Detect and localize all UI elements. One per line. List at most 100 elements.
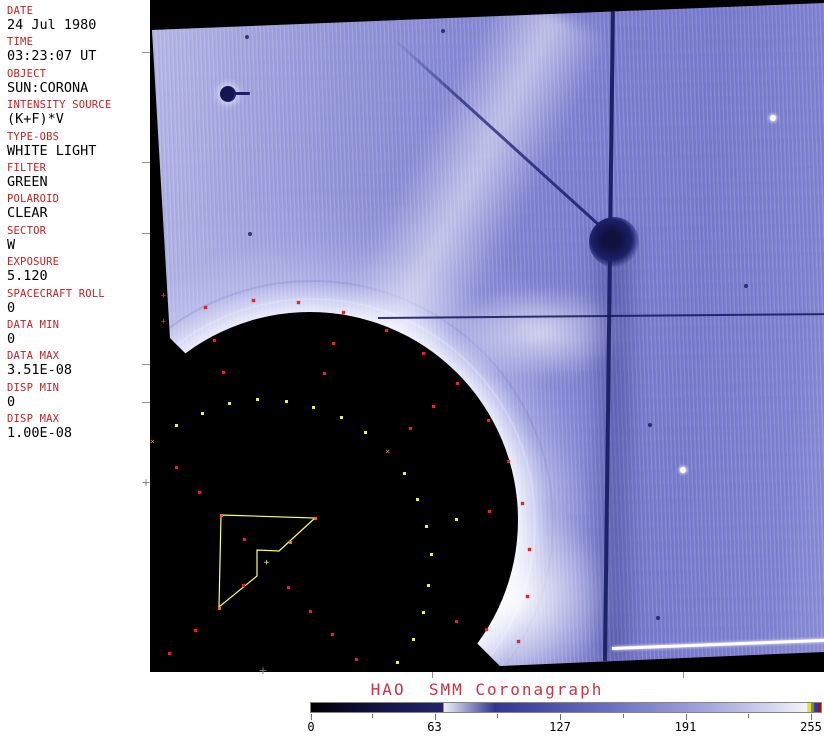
fiducial-dot-yellow [175,424,178,427]
fiducial-dot-yellow [312,406,315,409]
fiducial-dot-red [222,371,225,374]
fiducial-dot-red [521,502,524,505]
axis-tick-left [142,162,150,163]
colorbar-tick-label: 63 [427,720,442,734]
bright-star-dot [770,115,776,121]
fiducial-dot-red [455,620,458,623]
fiducial-dot-red [507,460,510,463]
fiducial-dot-red [287,586,290,589]
metadata-label: DISP MIN [7,381,60,394]
colorbar-tick-label: 191 [674,720,697,734]
polygon-vertex-dot [289,541,292,544]
metadata-pair: SECTOR W [0,225,150,256]
occulting-disk [150,312,518,672]
fiducial-dot-red [252,299,255,302]
metadata-label: SECTOR [7,224,47,237]
metadata-value: 0 [7,393,16,410]
metadata-label: EXPOSURE [7,256,60,269]
polygon-vertex-dot [314,517,317,520]
fiducial-dot-red [309,610,312,613]
dark-speck [248,232,252,236]
fiducial-dot-yellow [396,661,399,664]
fiducial-dot-yellow [427,584,430,587]
fiducial-dot-yellow [364,431,367,434]
fiducial-dot-red [422,352,425,355]
fiducial-dot-red [432,405,435,408]
metadata-label: OBJECT [7,67,47,80]
calibration-polygon-overlay [218,514,317,609]
fiducial-plus-yellow: + [263,558,270,568]
fiducial-dot-red [488,510,491,513]
metadata-value: 0 [7,330,16,347]
metadata-value: 03:23:07 UT [7,48,97,65]
metadata-value: 5.120 [7,268,48,285]
dark-speck [656,616,660,620]
fiducial-dot-red [213,339,216,342]
metadata-pair: DATE 24 Jul 1980 [0,5,150,36]
fiducial-dot-yellow [201,412,204,415]
fiducial-dot-yellow [455,518,458,521]
dark-speck [441,29,445,33]
fiducial-dot-red [323,372,326,375]
metadata-pair: FILTER GREEN [0,162,150,193]
fiducial-dot-red [168,652,171,655]
metadata-pair: INTENSITY SOURCE (K+F)*V [0,99,150,130]
axis-tick-left [142,364,150,365]
fiducial-dot-red [487,419,490,422]
fiducial-dot-yellow [256,398,259,401]
fiducial-dot-red [517,640,520,643]
dust-blob [220,86,236,102]
fiducial-dot-yellow [422,611,425,614]
colorbar-minor-tick [497,714,499,718]
pylon-shadow-halo [586,230,642,662]
fiducial-dot-yellow [416,498,419,501]
colorbar-tick-label: 127 [549,720,571,734]
axis-tick-left [142,402,150,403]
fiducial-dot-red [175,466,178,469]
fiducial-dot-yellow [403,472,406,475]
fiducial-dot-red [332,342,335,345]
fiducial-dot-red [355,658,358,661]
dust-blob-tail [234,92,250,95]
axis-plus-mark: + [141,476,151,489]
metadata-pair: TYPE-OBS WHITE LIGHT [0,131,150,162]
metadata-pair: DISP MIN 0 [0,382,150,413]
bright-star-dot [680,467,686,473]
metadata-value: CLEAR [7,205,48,222]
metadata-pair: OBJECT SUN:CORONA [0,68,150,99]
dark-speck [245,35,249,39]
metadata-label: INTENSITY SOURCE [7,99,112,112]
metadata-label: FILTER [7,161,47,174]
metadata-label: DATA MIN [7,318,60,331]
fiducial-dot-yellow [430,553,433,556]
metadata-label: TYPE-OBS [7,130,60,143]
fiducial-dot-red [198,491,201,494]
fiducial-dot-red [243,538,246,541]
colorbar-major-tick [811,714,812,720]
polygon-vertex-dot [220,514,223,517]
metadata-pair: EXPOSURE 5.120 [0,256,150,287]
fiducial-dot-yellow [228,402,231,405]
metadata-pair: DISP MAX 1.00E-08 [0,413,150,444]
metadata-label: TIME [7,36,34,49]
fiducial-dot-yellow [425,525,428,528]
colorbar-tick-label: 255 [800,720,822,734]
fiducial-dot-red [526,595,529,598]
metadata-value: SUN:CORONA [7,79,89,96]
fiducial-dot-red [456,382,459,385]
metadata-label: DATE [7,5,34,17]
colorbar-major-tick [685,714,687,720]
metadata-label: DATA MAX [7,350,60,363]
fiducial-dot-red [385,329,388,332]
colorbar-major-tick [434,714,436,720]
colorbar-tick-label: 0 [307,720,315,734]
metadata-value: 0 [7,299,16,316]
colorbar-minor-tick [622,714,624,718]
axis-tick-bottom [683,672,684,678]
coronagraph-image-area: + + × × + [150,0,824,672]
metadata-value: 24 Jul 1980 [7,17,97,33]
metadata-pair: SPACECRAFT ROLL 0 [0,288,150,319]
fiducial-plus-red: + [160,291,167,301]
metadata-value: 1.00E-08 [7,425,73,442]
